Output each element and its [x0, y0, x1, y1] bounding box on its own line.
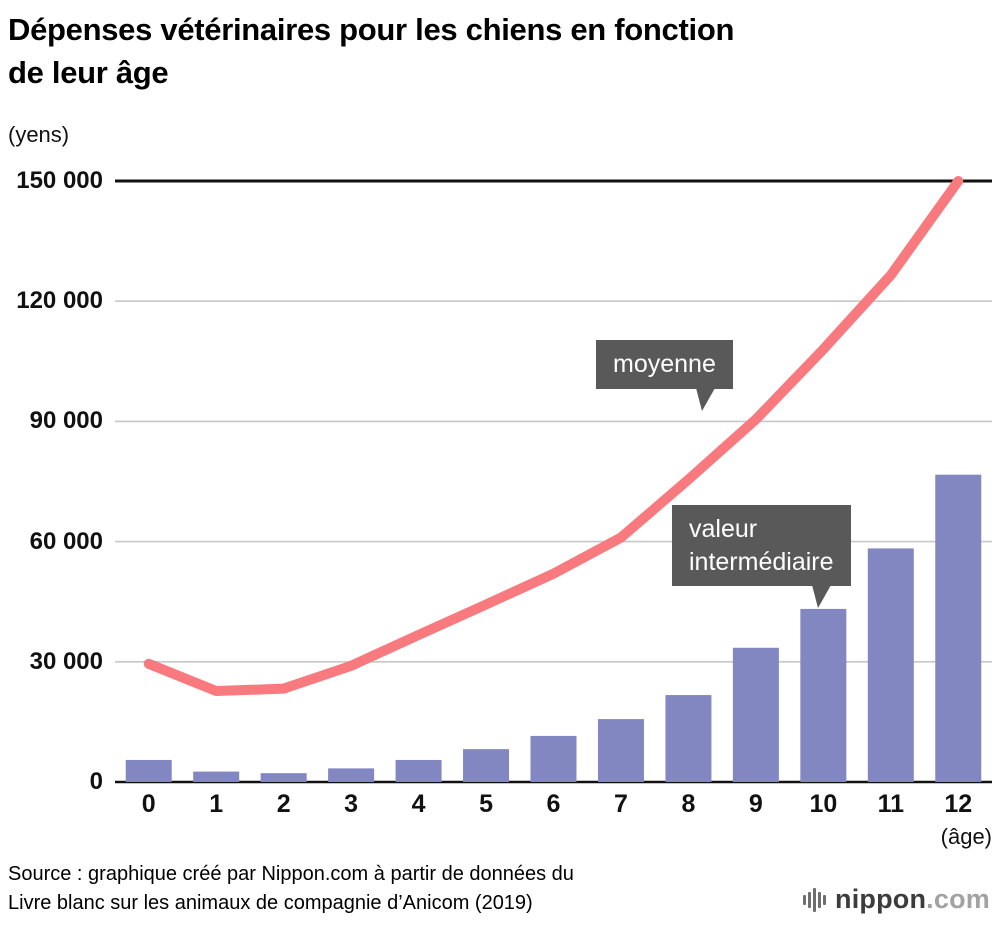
mean-line [143, 176, 964, 697]
x-tick-label: 10 [809, 790, 838, 818]
x-tick-label: 9 [748, 790, 763, 818]
x-tick-label: 11 [877, 790, 905, 818]
nippon-logo-text: nippon.com [835, 884, 990, 915]
median-bar [867, 548, 914, 782]
median-bar [125, 759, 172, 782]
median-bar [328, 768, 375, 782]
median-bar [530, 735, 577, 782]
y-axis-unit-label: (yens) [8, 122, 70, 147]
x-tick-label: 6 [546, 790, 561, 818]
logo-name: nippon [835, 884, 927, 914]
median-bar [193, 771, 240, 782]
y-tick-label: 150 000 [16, 167, 103, 194]
y-tick-label: 90 000 [29, 407, 103, 435]
y-tick-label: 0 [89, 768, 103, 795]
mean-callout-pointer [696, 387, 715, 411]
page-title-line2: de leur âge [8, 55, 169, 91]
median-bar [597, 719, 644, 782]
median-callout-label-line2: intermédiaire [689, 547, 834, 576]
x-tick-label: 3 [344, 790, 359, 818]
x-tick-label: 0 [141, 790, 156, 818]
median-bar [800, 608, 847, 782]
mean-callout: moyenne [596, 340, 733, 411]
nippon-logo: nippon.com [803, 884, 990, 915]
x-tick-label: 8 [681, 790, 696, 818]
median-bar [395, 759, 442, 782]
y-tick-label: 30 000 [29, 647, 103, 675]
median-callout: valeur intermédiaire [672, 505, 851, 608]
x-axis-unit-label: (âge) [940, 824, 992, 849]
median-bar [665, 695, 712, 782]
page-title: Dépenses vétérinaires pour les chiens en… [8, 8, 992, 95]
source-note-line2: Livre blanc sur les animaux de compagnie… [8, 892, 533, 914]
x-tick-label: 12 [944, 790, 973, 818]
y-tick-label: 60 000 [29, 527, 103, 555]
source-note-line1: Source : graphique créé par Nippon.com à… [8, 863, 574, 885]
median-bar [463, 749, 510, 782]
logo-tld: .com [926, 884, 990, 914]
median-callout-pointer [812, 585, 831, 608]
x-tick-label: 7 [614, 790, 628, 818]
page-title-line1: Dépenses vétérinaires pour les chiens en… [8, 12, 735, 47]
x-tick-label: 1 [209, 790, 224, 818]
source-note: Source : graphique créé par Nippon.com à… [8, 860, 574, 918]
median-bar [260, 773, 307, 782]
x-tick-label: 5 [479, 790, 493, 818]
mean-callout-label: moyenne [613, 350, 716, 378]
median-bar [732, 647, 779, 782]
median-bar [935, 474, 982, 782]
x-tick-label: 2 [276, 790, 291, 818]
median-callout-label-line1: valeur [689, 515, 758, 543]
y-tick-label: 120 000 [16, 287, 103, 315]
soundwave-icon [803, 887, 826, 913]
x-tick-label: 4 [411, 790, 426, 818]
